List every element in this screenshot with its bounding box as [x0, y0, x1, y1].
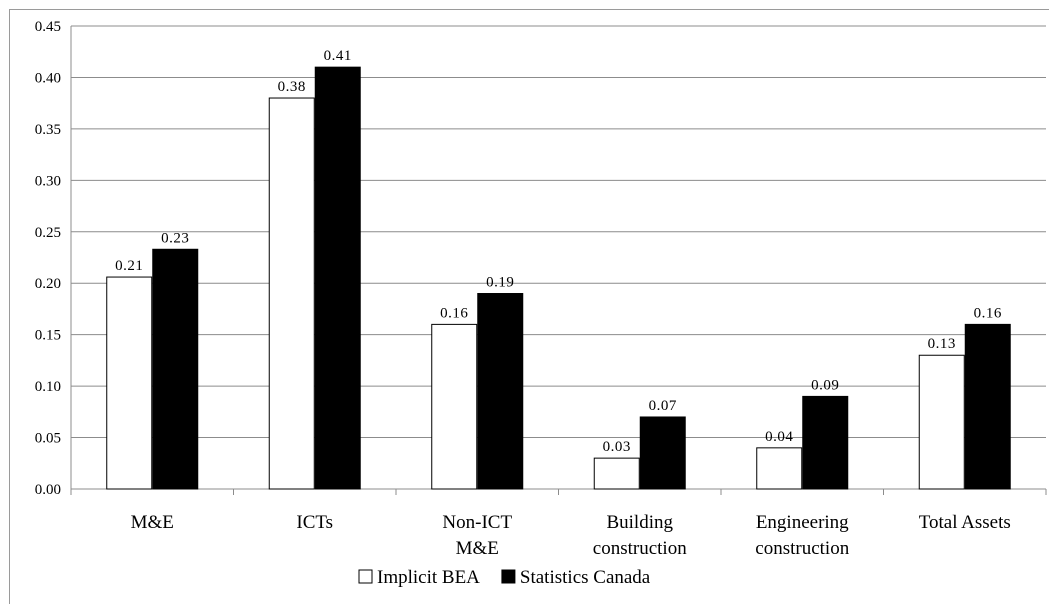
data-label: 0.23	[161, 230, 189, 246]
y-tick-label: 0.00	[35, 482, 61, 498]
x-category-label: Engineering	[756, 512, 849, 533]
bar-statistics-canada	[314, 66, 361, 490]
bar-statistics-canada	[477, 293, 524, 490]
bar-implicit-bea	[431, 323, 478, 490]
x-category-label: Building	[606, 512, 673, 533]
bar-implicit-bea	[106, 276, 153, 490]
y-tick-label: 0.30	[35, 173, 61, 189]
x-category-label: construction	[593, 538, 687, 559]
data-label: 0.38	[278, 79, 306, 95]
y-tick-label: 0.15	[35, 328, 61, 344]
bar-statistics-canada	[152, 248, 199, 490]
legend-swatch	[358, 569, 373, 584]
data-label: 0.13	[928, 336, 956, 352]
legend-label: Implicit BEA	[377, 567, 480, 588]
data-label: 0.04	[765, 429, 793, 445]
bar-implicit-bea	[918, 354, 965, 490]
y-tick-label: 0.10	[35, 379, 61, 395]
y-tick-label: 0.40	[35, 70, 61, 86]
bar-statistics-canada	[639, 416, 686, 490]
chart-frame	[9, 9, 1049, 604]
y-tick-label: 0.25	[35, 225, 61, 241]
data-label: 0.19	[486, 275, 514, 291]
bar-statistics-canada	[802, 395, 849, 490]
x-category-label: M&E	[456, 538, 499, 559]
x-category-label: M&E	[131, 512, 174, 533]
data-label: 0.16	[974, 305, 1002, 321]
data-label: 0.41	[324, 48, 352, 64]
y-tick-label: 0.45	[35, 19, 61, 35]
x-category-label: ICTs	[296, 512, 333, 533]
bar-implicit-bea	[593, 457, 640, 490]
data-label: 0.16	[440, 305, 468, 321]
bar-statistics-canada	[964, 323, 1011, 490]
x-category-label: Total Assets	[919, 512, 1011, 533]
bar-implicit-bea	[268, 97, 315, 490]
legend-swatch	[501, 569, 516, 584]
data-label: 0.07	[649, 398, 677, 414]
data-label: 0.21	[115, 258, 143, 274]
x-category-label: construction	[755, 538, 849, 559]
y-tick-label: 0.20	[35, 276, 61, 292]
data-label: 0.09	[811, 377, 839, 393]
legend-label: Statistics Canada	[520, 567, 651, 588]
data-label: 0.03	[603, 439, 631, 455]
y-tick-label: 0.05	[35, 431, 61, 447]
x-category-label: Non-ICT	[442, 512, 512, 533]
bar-implicit-bea	[756, 447, 803, 490]
y-tick-label: 0.35	[35, 122, 61, 138]
